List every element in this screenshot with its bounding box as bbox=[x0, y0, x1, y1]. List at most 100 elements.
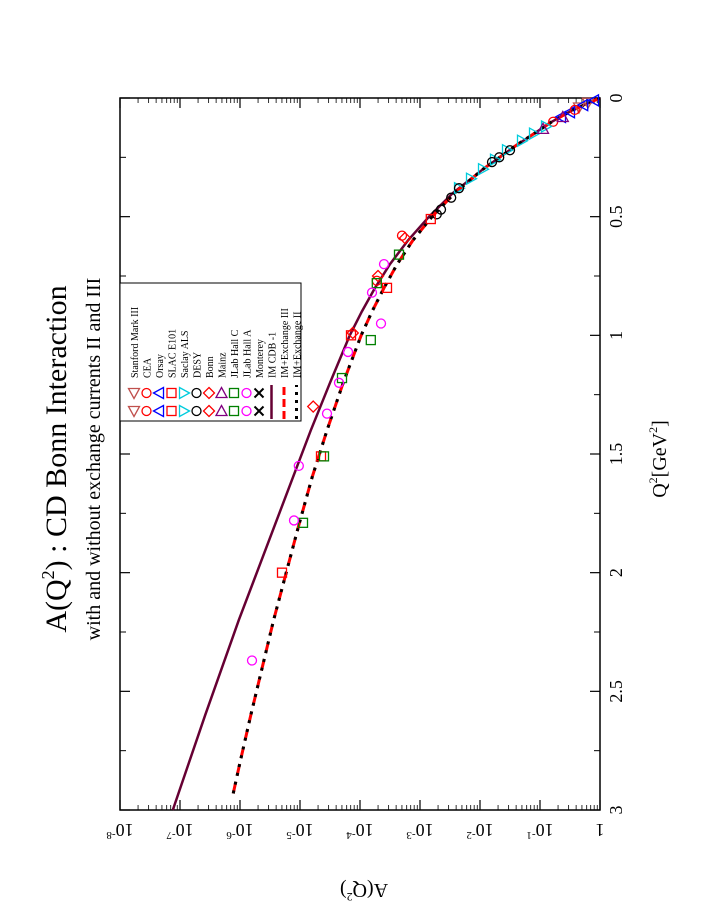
x-tick-label: 2.5 bbox=[606, 680, 626, 703]
legend-symbol bbox=[178, 404, 191, 418]
y-axis-label: A(Q2) bbox=[340, 879, 388, 904]
y-tick-label: 10-4 bbox=[346, 820, 374, 841]
curve-im-exchange-iii bbox=[230, 96, 601, 799]
legend-symbol bbox=[253, 405, 265, 417]
point-jlab-hall-a bbox=[246, 655, 258, 666]
point-orsay bbox=[576, 98, 589, 112]
point-slac-e101 bbox=[276, 567, 288, 578]
point-jlab-hall-c bbox=[393, 249, 405, 260]
legend-symbol bbox=[141, 387, 152, 399]
point-saclay-als bbox=[501, 143, 514, 157]
y-axis-ticks: 1 10-1 10-2 10-3 10-4 10-5 10-6 10-7 10-8 bbox=[106, 98, 605, 841]
legend-label: SLAC E101 bbox=[168, 329, 179, 378]
point-cea bbox=[569, 104, 580, 116]
y-tick-label: 10-5 bbox=[286, 820, 314, 841]
curve-im-exchange-ii bbox=[230, 96, 601, 799]
y-tick-label: 10-2 bbox=[466, 820, 493, 841]
legend-symbol bbox=[152, 386, 165, 400]
legend-label: Bonn bbox=[205, 356, 216, 378]
point-jlab-hall-a bbox=[288, 515, 300, 526]
data-points bbox=[246, 93, 600, 666]
legend: Stanford Mark III CEA Orsay SLAC E101 Saclay… bbox=[119, 282, 304, 422]
x-tick-label: 1.5 bbox=[606, 443, 626, 466]
point-jlab-hall-a bbox=[293, 460, 304, 472]
point-orsay bbox=[587, 93, 600, 107]
point-desy bbox=[504, 145, 516, 156]
point-desy bbox=[453, 183, 465, 194]
point-mainz bbox=[556, 110, 570, 123]
x-tick-label: 0.5 bbox=[606, 205, 626, 228]
point-jlab-hall-c bbox=[365, 334, 376, 346]
point-jlab-hall-a bbox=[333, 377, 345, 388]
legend-label: Orsay bbox=[155, 354, 166, 378]
point-orsay bbox=[563, 105, 576, 119]
legend-symbol bbox=[214, 386, 229, 399]
legend-symbol bbox=[214, 404, 229, 417]
legend-symbol bbox=[202, 404, 216, 418]
plot-frame bbox=[119, 97, 601, 811]
legend-label: JLab Hall A bbox=[243, 329, 254, 378]
legend-label: Stanford Mark III bbox=[130, 307, 141, 378]
chart-subtitle: with and without exchange currents II an… bbox=[83, 278, 105, 641]
y-tick-label: 10-6 bbox=[226, 820, 254, 841]
point-mainz bbox=[536, 122, 550, 135]
point-saclay-als bbox=[516, 134, 529, 148]
y-tick-label: 10-8 bbox=[106, 820, 134, 841]
point-bonn bbox=[398, 231, 412, 245]
point-jlab-hall-a bbox=[375, 318, 387, 329]
legend-symbol bbox=[141, 405, 152, 417]
legend-symbol bbox=[152, 404, 165, 418]
legend-symbol bbox=[166, 387, 177, 399]
point-jlab-hall-a bbox=[366, 287, 378, 298]
legend-symbol bbox=[241, 387, 252, 399]
legend-label: IM+Exchange III bbox=[280, 308, 291, 378]
legend-label: Monterey bbox=[255, 339, 266, 378]
point-jlab-hall-c bbox=[318, 451, 330, 462]
point-saclay-als bbox=[528, 127, 541, 141]
legend-symbol bbox=[127, 405, 141, 418]
legend-label: DESY bbox=[193, 352, 204, 378]
point-bonn bbox=[306, 400, 320, 413]
point-jlab-hall-a bbox=[378, 258, 390, 270]
legend-label: JLab Hall C bbox=[230, 329, 241, 378]
legend-symbol bbox=[127, 387, 141, 400]
legend-label: Mainz bbox=[218, 352, 229, 378]
y-tick-label: 10-7 bbox=[166, 820, 194, 841]
point-saclay-als bbox=[477, 162, 490, 176]
legend-symbol bbox=[178, 386, 191, 400]
point-jlab-hall-c bbox=[371, 277, 382, 289]
legend-label: Saclay ALS bbox=[180, 331, 191, 379]
legend-label: IM+Exchange II bbox=[293, 312, 304, 378]
legend-symbol bbox=[241, 405, 252, 417]
point-saclay-als bbox=[489, 153, 502, 167]
x-tick-label: 1 bbox=[606, 331, 626, 340]
legend-symbol bbox=[191, 387, 202, 399]
y-tick-label: 10-1 bbox=[526, 820, 553, 841]
legend-symbol bbox=[191, 405, 202, 417]
point-jlab-hall-a bbox=[321, 408, 333, 419]
curves bbox=[171, 96, 601, 811]
point-saclay-als bbox=[465, 172, 478, 186]
x-tick-label: 2 bbox=[606, 568, 626, 577]
y-tick-label: 10-3 bbox=[406, 820, 434, 841]
point-jlab-hall-a bbox=[342, 346, 354, 358]
point-slac-e101 bbox=[345, 330, 357, 341]
x-tick-label: 3 bbox=[606, 806, 626, 815]
point-slac-e101 bbox=[381, 282, 393, 294]
curve-im-cdb-1 bbox=[171, 96, 601, 811]
legend-symbol bbox=[253, 387, 265, 399]
point-desy bbox=[494, 152, 505, 163]
point-desy bbox=[486, 156, 498, 168]
point-stanford-mark-iii bbox=[581, 97, 595, 110]
x-axis-ticks: 0 0.5 1 1.5 2 2.5 3 bbox=[120, 94, 626, 815]
legend-label: IM CDB -1 bbox=[268, 332, 279, 378]
legend-symbol bbox=[228, 405, 240, 417]
legend-label: CEA bbox=[143, 357, 154, 378]
point-cea bbox=[396, 230, 408, 241]
x-axis-label: Q2[GeV2] bbox=[646, 420, 671, 498]
point-bonn bbox=[371, 269, 385, 283]
y-tick-label: 1 bbox=[596, 820, 605, 840]
plot-border bbox=[119, 97, 601, 811]
x-tick-label: 0 bbox=[606, 94, 626, 103]
